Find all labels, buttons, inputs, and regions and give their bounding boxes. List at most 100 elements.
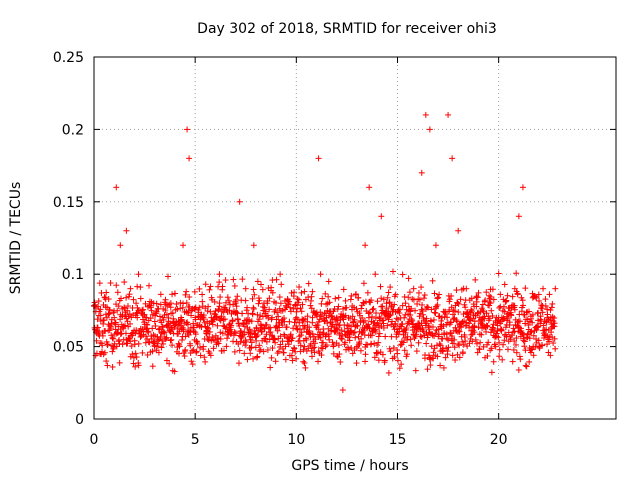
data-point <box>496 346 503 353</box>
data-point <box>253 333 260 340</box>
data-point <box>374 349 381 356</box>
data-point <box>308 353 315 360</box>
data-point <box>526 358 533 365</box>
data-point <box>217 329 224 336</box>
data-point <box>436 340 443 347</box>
data-point <box>413 328 420 335</box>
data-point <box>500 341 507 348</box>
data-point <box>418 306 425 313</box>
data-point <box>433 303 440 310</box>
data-point <box>129 351 136 358</box>
data-point <box>150 331 157 338</box>
data-point <box>161 329 168 336</box>
data-point <box>540 285 547 292</box>
data-point <box>551 335 558 342</box>
data-point <box>401 314 408 321</box>
data-point <box>115 303 122 310</box>
data-point <box>135 340 142 347</box>
data-point <box>431 345 438 352</box>
data-point <box>521 343 528 350</box>
data-point <box>105 296 112 303</box>
data-point <box>126 310 133 317</box>
data-point <box>447 319 454 326</box>
data-point <box>255 295 262 302</box>
data-point <box>149 348 156 355</box>
data-point <box>417 333 424 340</box>
data-point <box>132 350 139 357</box>
data-point <box>501 337 508 344</box>
data-point <box>158 344 165 351</box>
data-point <box>369 313 376 320</box>
data-point <box>415 339 422 346</box>
data-point <box>468 331 475 338</box>
data-point-highlight <box>515 213 522 220</box>
data-point <box>442 354 449 361</box>
data-point <box>519 330 526 337</box>
data-point <box>170 315 177 322</box>
data-point <box>475 289 482 296</box>
data-point <box>142 300 149 307</box>
data-point <box>456 328 463 335</box>
data-point <box>532 293 539 300</box>
data-point-highlight <box>519 184 526 191</box>
data-point <box>431 290 438 297</box>
data-point <box>330 350 337 357</box>
data-point-highlight <box>402 300 409 307</box>
data-point <box>473 340 480 347</box>
data-point <box>298 329 305 336</box>
data-point <box>375 339 382 346</box>
data-point <box>546 338 553 345</box>
data-point <box>362 351 369 358</box>
data-point <box>487 293 494 300</box>
data-point <box>297 305 304 312</box>
data-point <box>206 328 213 335</box>
data-point-highlight <box>552 285 559 292</box>
data-point <box>228 322 235 329</box>
data-point <box>372 315 379 322</box>
data-point <box>259 286 266 293</box>
data-point <box>182 291 189 298</box>
data-point <box>455 309 462 316</box>
data-point <box>116 359 123 366</box>
data-point <box>503 297 510 304</box>
data-point <box>157 291 164 298</box>
data-point <box>329 312 336 319</box>
data-point-highlight <box>426 126 433 133</box>
data-point <box>528 315 535 322</box>
data-point <box>358 335 365 342</box>
data-point <box>262 335 269 342</box>
data-point <box>315 358 322 365</box>
data-point <box>238 328 245 335</box>
data-point <box>399 321 406 328</box>
data-point <box>272 339 279 346</box>
data-point-highlight <box>495 314 502 321</box>
data-point <box>444 348 451 355</box>
data-point <box>145 329 152 336</box>
data-point <box>223 343 230 350</box>
data-point <box>377 283 384 290</box>
data-point <box>96 280 103 287</box>
data-point <box>320 329 327 336</box>
data-point-highlight <box>242 285 249 292</box>
data-point <box>191 288 198 295</box>
data-point <box>186 294 193 301</box>
data-point <box>105 311 112 318</box>
data-point <box>543 326 550 333</box>
data-point-highlight <box>372 271 379 278</box>
data-point <box>425 304 432 311</box>
data-point <box>169 342 176 349</box>
data-point <box>255 300 262 307</box>
data-point <box>247 329 254 336</box>
data-point <box>414 300 421 307</box>
data-point <box>489 312 496 319</box>
data-point-highlight <box>301 343 308 350</box>
data-point <box>407 308 414 315</box>
data-point <box>286 318 293 325</box>
data-point <box>513 349 520 356</box>
data-point-highlight <box>277 271 284 278</box>
data-point <box>398 338 405 345</box>
data-point <box>543 319 550 326</box>
data-point <box>533 335 540 342</box>
data-point <box>196 344 203 351</box>
data-point-highlight <box>208 314 215 321</box>
